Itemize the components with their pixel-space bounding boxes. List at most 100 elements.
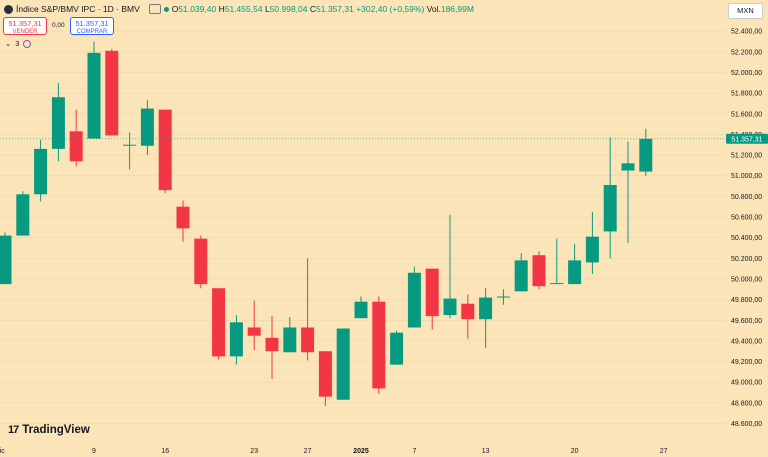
candle bbox=[390, 330, 404, 365]
x-tick-label: 20 bbox=[571, 448, 579, 455]
y-tick-label: 50.600,00 bbox=[731, 215, 762, 222]
y-tick-label: 52.400,00 bbox=[731, 29, 762, 36]
y-tick-label: 52.200,00 bbox=[731, 49, 762, 56]
candle bbox=[194, 235, 208, 289]
candle-body bbox=[354, 301, 368, 319]
candle-body bbox=[639, 138, 653, 172]
candle-body bbox=[265, 337, 279, 352]
sell-button[interactable]: 51.357,31 VENDER bbox=[3, 17, 47, 35]
ohlc-values: O51.039,40 H51.455,54 L50.998,04 C51.357… bbox=[171, 4, 474, 14]
candle-body bbox=[283, 327, 297, 353]
candle bbox=[212, 288, 226, 360]
buy-price: 51.357,31 bbox=[75, 19, 109, 28]
symbol-header[interactable]: Índice S&P/BMV IPC · 1D · BMV O51.039,40… bbox=[4, 4, 474, 14]
candle bbox=[158, 109, 172, 194]
y-tick-label: 48.600,00 bbox=[731, 421, 762, 428]
candle-body bbox=[123, 144, 137, 146]
candle-body bbox=[568, 260, 582, 285]
candle-body bbox=[140, 108, 154, 146]
indicator-count: 3 bbox=[15, 39, 20, 48]
candle bbox=[585, 211, 599, 274]
price-gridlines bbox=[0, 30, 726, 424]
candle bbox=[336, 328, 350, 400]
chevron-down-icon: ⌄ bbox=[5, 39, 12, 48]
volume-value: 186,99M bbox=[440, 4, 474, 14]
x-tick-label: 27 bbox=[660, 448, 668, 455]
candle-body bbox=[34, 148, 48, 195]
candle bbox=[69, 109, 83, 167]
candle-body bbox=[425, 268, 439, 317]
x-tick-label: Dic bbox=[0, 448, 5, 455]
x-tick-label: 27 bbox=[304, 448, 312, 455]
tradingview-logo[interactable]: 17 TradingView bbox=[8, 424, 90, 436]
y-tick-label: 50.000,00 bbox=[731, 276, 762, 283]
eye-icon[interactable] bbox=[148, 4, 161, 14]
candle bbox=[34, 139, 48, 202]
open-value: 51.039,40 bbox=[178, 4, 217, 14]
candle-body bbox=[318, 351, 332, 397]
x-tick-label: 9 bbox=[92, 448, 96, 455]
candle-body bbox=[16, 194, 30, 236]
candle bbox=[16, 191, 30, 236]
y-tick-label: 49.000,00 bbox=[731, 380, 762, 387]
candle-body bbox=[229, 322, 243, 357]
candle bbox=[479, 288, 493, 349]
candle bbox=[621, 141, 635, 243]
candle bbox=[87, 41, 101, 139]
currency-selector[interactable]: MXN bbox=[728, 3, 763, 19]
candle bbox=[425, 268, 439, 330]
buy-button[interactable]: 51.357,31 COMPRAR bbox=[70, 17, 114, 35]
candle-body bbox=[621, 163, 635, 171]
candle bbox=[568, 243, 582, 285]
candle bbox=[51, 82, 65, 162]
candle-body bbox=[407, 272, 421, 328]
symbol-title[interactable]: Índice S&P/BMV IPC · 1D · BMV bbox=[16, 4, 140, 14]
spread-value: 0,00 bbox=[52, 22, 65, 29]
candle bbox=[372, 296, 386, 394]
candle-body bbox=[532, 255, 546, 287]
x-tick-label: 13 bbox=[482, 448, 490, 455]
x-tick-label: 23 bbox=[250, 448, 258, 455]
candle bbox=[461, 294, 475, 339]
y-tick-label: 49.200,00 bbox=[731, 359, 762, 366]
candle bbox=[603, 137, 617, 259]
y-tick-label: 52.000,00 bbox=[731, 70, 762, 77]
logo-text: TradingView bbox=[22, 424, 90, 436]
candle bbox=[532, 251, 546, 290]
candle-body bbox=[87, 52, 101, 139]
candle-body bbox=[496, 296, 510, 298]
y-tick-label: 49.600,00 bbox=[731, 318, 762, 325]
candle bbox=[318, 351, 332, 406]
candle-body bbox=[105, 50, 119, 136]
candle bbox=[496, 289, 510, 305]
candle bbox=[301, 258, 315, 361]
candle-body bbox=[550, 283, 564, 285]
candle-body bbox=[585, 236, 599, 263]
candle-body bbox=[479, 297, 493, 320]
y-tick-label: 49.800,00 bbox=[731, 297, 762, 304]
x-tick-label: 7 bbox=[412, 448, 416, 455]
candle bbox=[0, 232, 12, 285]
indicators-toggle[interactable]: ⌄ 3 bbox=[5, 39, 32, 48]
candles bbox=[0, 41, 653, 406]
time-axis[interactable]: Dic 9 16 23 27 2025 7 13 20 27 bbox=[0, 448, 668, 455]
candle bbox=[514, 253, 528, 292]
candle bbox=[247, 300, 261, 351]
x-tick-label: 2025 bbox=[353, 448, 369, 455]
y-tick-label: 50.400,00 bbox=[731, 235, 762, 242]
sell-label: VENDER bbox=[12, 29, 38, 35]
candle bbox=[105, 48, 119, 136]
candle-body bbox=[51, 97, 65, 149]
x-tick-label: 16 bbox=[161, 448, 169, 455]
candle-body bbox=[212, 288, 226, 357]
candle bbox=[550, 238, 564, 285]
candle-body bbox=[390, 332, 404, 365]
candle-body bbox=[176, 206, 190, 229]
candle-body bbox=[0, 235, 12, 285]
close-value: 51.357,31 bbox=[316, 4, 354, 14]
candle-body bbox=[372, 301, 386, 389]
price-axis[interactable]: 48.600,00 48.800,00 49.000,00 49.200,00 49.4… bbox=[731, 29, 762, 428]
y-tick-label: 51.000,00 bbox=[731, 173, 762, 180]
y-tick-label: 51.200,00 bbox=[731, 153, 762, 160]
